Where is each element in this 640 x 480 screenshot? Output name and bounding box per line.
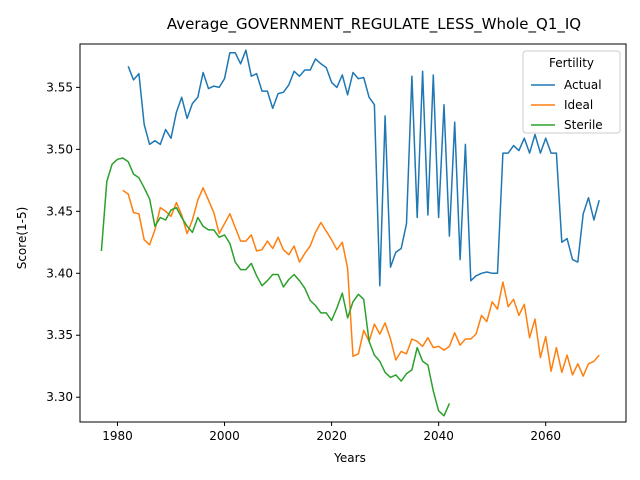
series-line-sterile — [100, 157, 451, 417]
legend-label-ideal: Ideal — [564, 98, 593, 112]
x-axis-title: Years — [333, 451, 366, 465]
y-tick-label: 3.35 — [46, 328, 73, 342]
x-axis: 1980 2000 2020 2040 2060 — [102, 422, 561, 443]
legend-label-actual: Actual — [564, 78, 602, 92]
legend: Fertility Actual Ideal Sterile — [522, 50, 621, 134]
legend-box — [522, 50, 621, 134]
y-axis: 3.30 3.35 3.40 3.45 3.50 3.55 — [46, 80, 80, 404]
y-tick-label: 3.40 — [46, 266, 73, 280]
y-axis-title: Score(1-5) — [15, 207, 29, 270]
series-line-actual — [127, 49, 600, 287]
y-tick-label: 3.45 — [46, 204, 73, 218]
chart-title: Average_GOVERNMENT_REGULATE_LESS_Whole_Q… — [167, 15, 581, 34]
axes-frame — [79, 43, 627, 423]
x-tick-label: 2000 — [209, 429, 240, 443]
y-tick-label: 3.50 — [46, 142, 73, 156]
y-tick-label: 3.55 — [46, 80, 73, 94]
x-tick-label: 2020 — [316, 429, 347, 443]
y-tick-label: 3.30 — [46, 390, 73, 404]
x-tick-label: 2060 — [530, 429, 561, 443]
legend-label-sterile: Sterile — [564, 118, 603, 132]
series-line-ideal — [122, 187, 600, 377]
x-tick-label: 2040 — [423, 429, 454, 443]
legend-title: Fertility — [549, 56, 594, 70]
plot-area — [100, 49, 600, 417]
x-tick-label: 1980 — [102, 429, 133, 443]
